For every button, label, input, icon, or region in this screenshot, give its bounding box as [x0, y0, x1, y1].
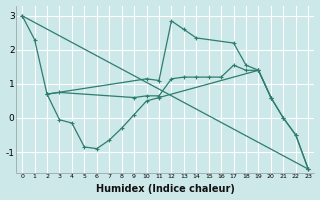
X-axis label: Humidex (Indice chaleur): Humidex (Indice chaleur)	[96, 184, 235, 194]
